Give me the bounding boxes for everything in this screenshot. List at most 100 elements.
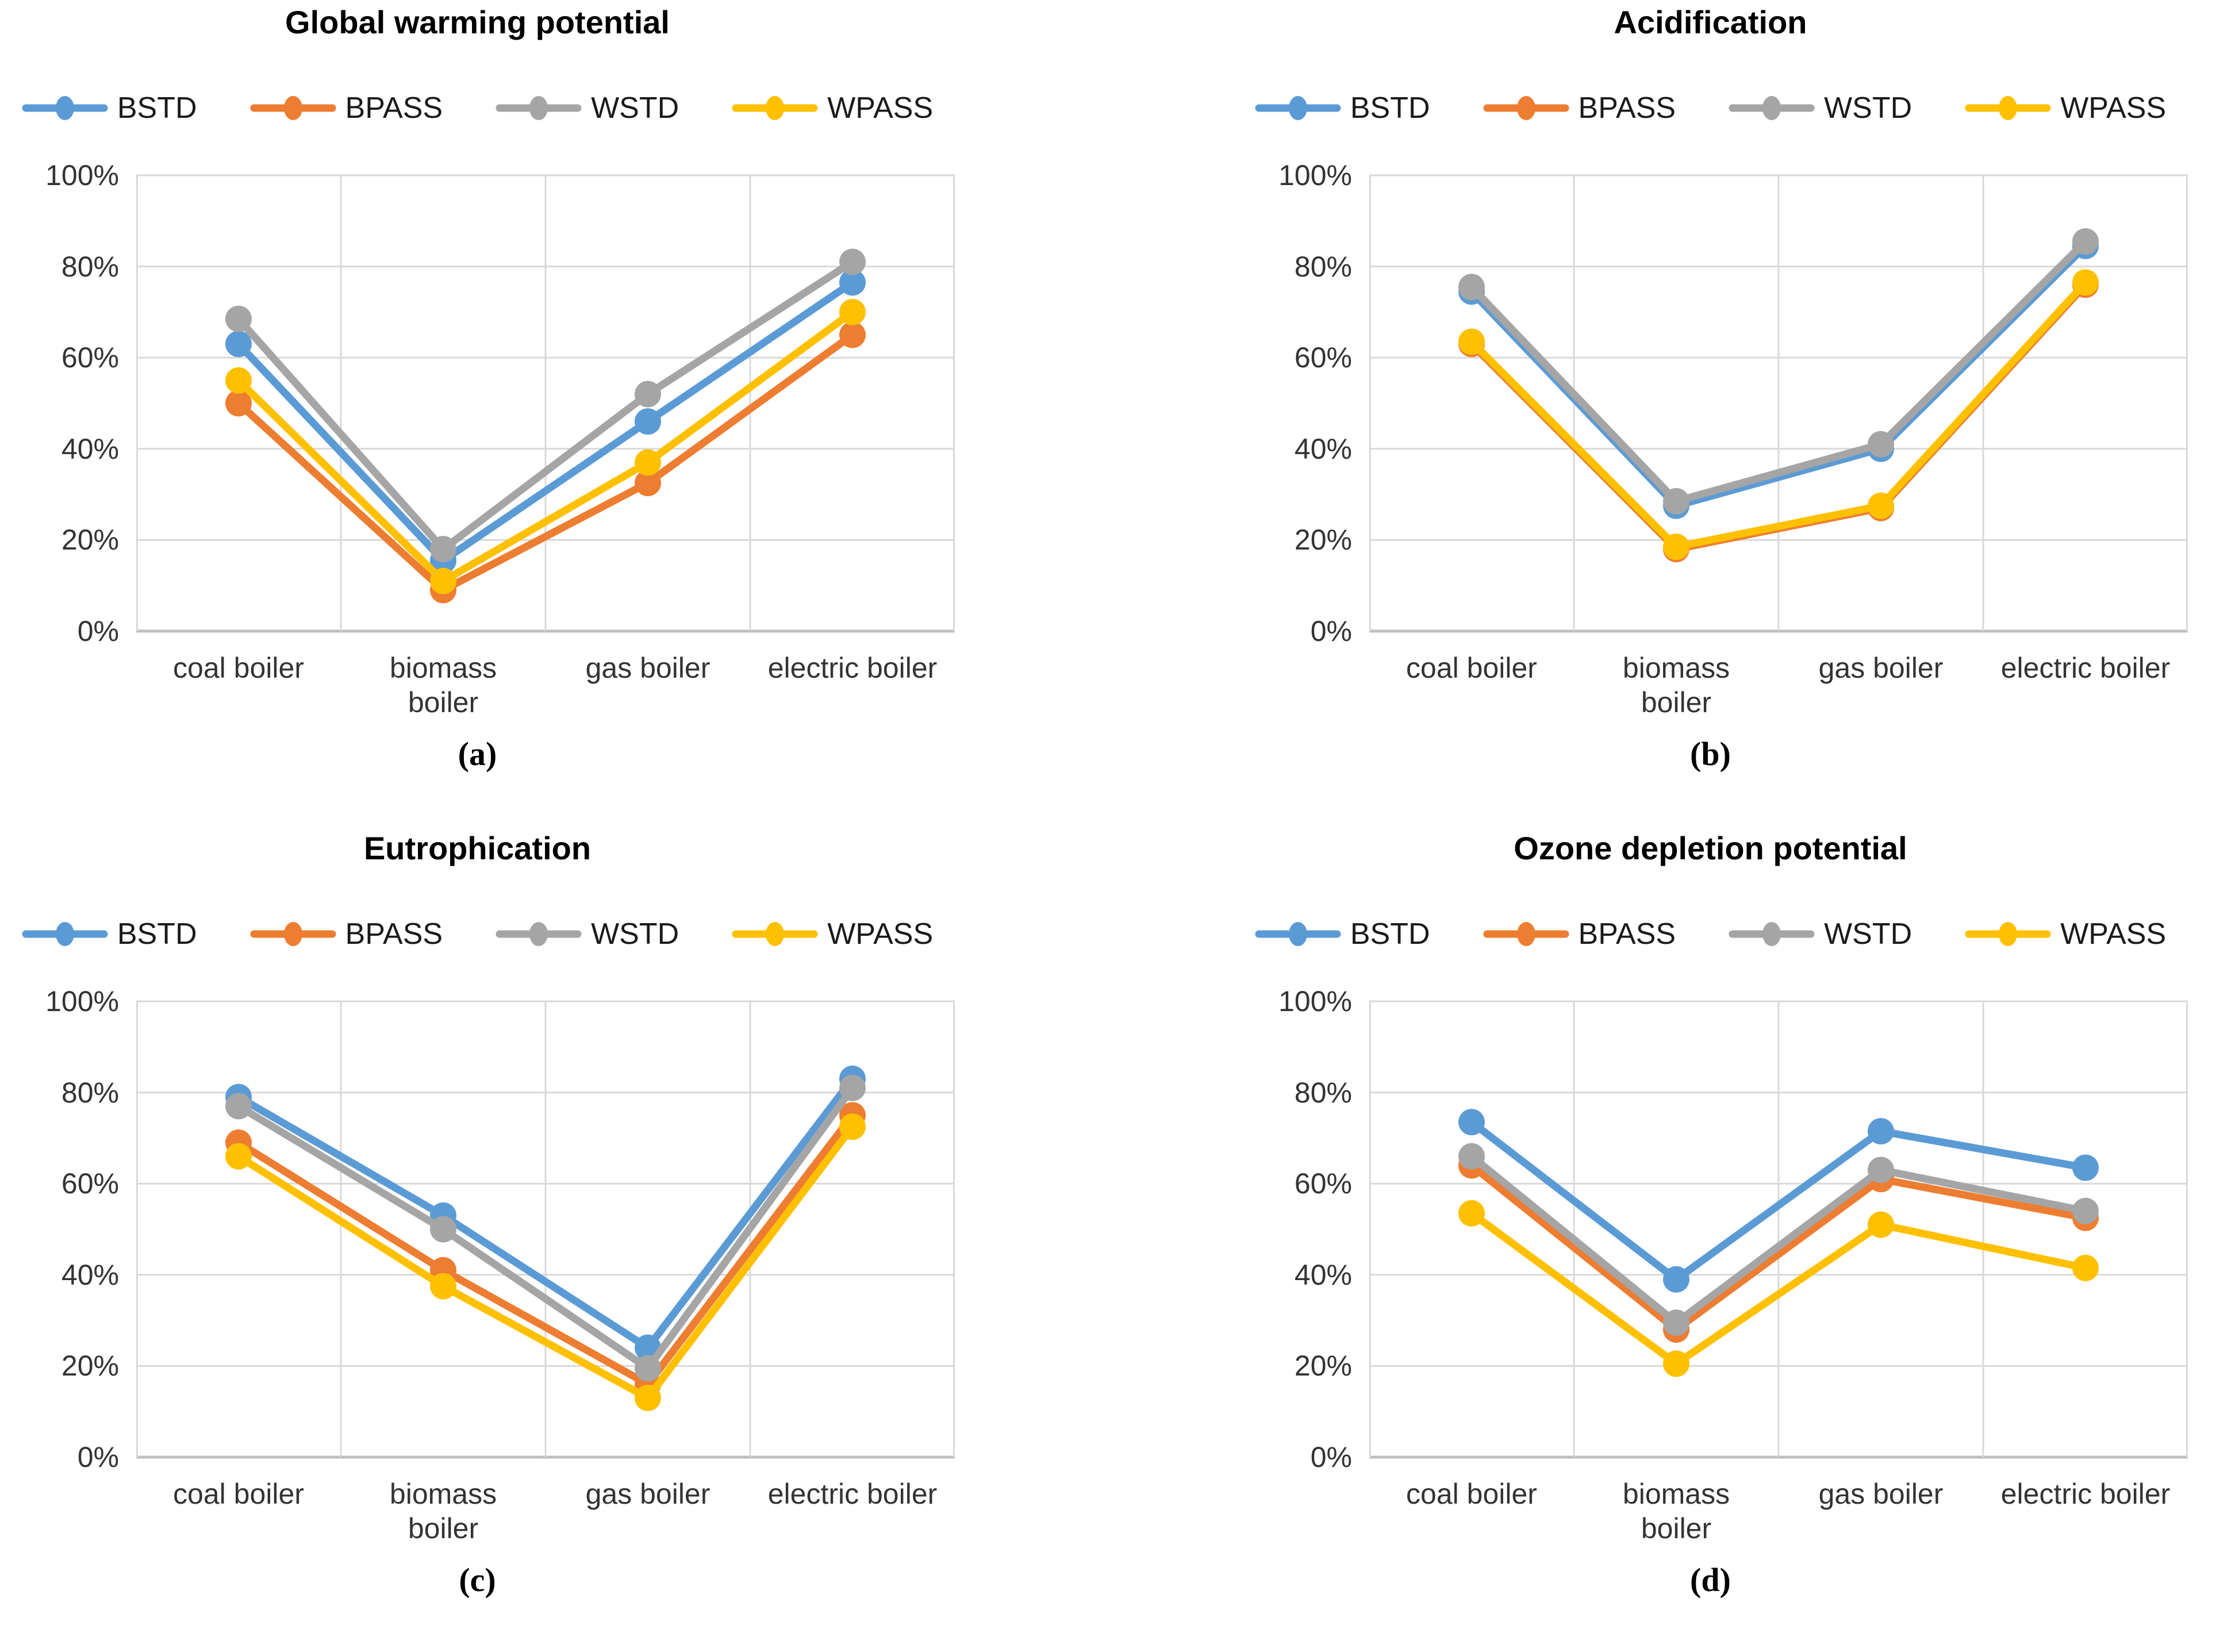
data-point-marker-wpass (430, 567, 456, 594)
legend-item-bpass: BPASS (1483, 85, 1676, 131)
y-axis-tick-label: 0% (77, 615, 119, 647)
data-point-marker-wpass (225, 367, 252, 394)
legend-line-marker-icon (1483, 96, 1569, 120)
legend-label: BPASS (1578, 917, 1676, 951)
series-line-wpass (235, 308, 857, 585)
x-axis-category-label-text: biomass boiler (389, 1478, 497, 1545)
series-line-wpass (235, 1123, 857, 1402)
legend-item-wstd: WSTD (1729, 911, 1912, 957)
x-axis-category-label: electric boiler (1983, 651, 2188, 685)
plot-area (1369, 174, 2188, 633)
y-axis-tick-label: 100% (45, 985, 119, 1017)
legend-line-marker-icon (22, 96, 108, 120)
y-axis-tick-label: 100% (1278, 985, 1352, 1017)
legend: BSTD BPASS WSTD WPASS (1233, 911, 2188, 957)
legend-item-wpass: WPASS (1965, 911, 2166, 957)
panel-caption: (a) (458, 735, 497, 773)
y-axis-tick-label: 40% (61, 432, 119, 465)
legend-line-marker-icon (1729, 96, 1815, 120)
x-axis-category-label-text: coal boiler (1406, 652, 1537, 684)
series-line-wpass (1468, 278, 2090, 551)
legend-item-bstd: BSTD (1255, 85, 1430, 131)
x-axis-category-label-text: biomass boiler (1622, 652, 1730, 719)
data-point-marker-wstd (1458, 274, 1485, 301)
legend-label: BPASS (345, 917, 443, 951)
data-point-marker-wstd (1663, 1309, 1689, 1336)
x-axis-category-label-text: gas boiler (585, 1478, 710, 1510)
y-axis-tick-label: 80% (1294, 1076, 1352, 1109)
plot-svg (1369, 1000, 2188, 1459)
legend-item-bpass: BPASS (1483, 911, 1676, 957)
data-point-marker-wpass (225, 1143, 252, 1170)
data-point-marker-wpass (1663, 1350, 1689, 1377)
legend-line-marker-icon (22, 922, 108, 946)
legend-item-wpass: WPASS (732, 911, 933, 957)
legend-label: WPASS (827, 917, 934, 951)
plot-area (1369, 1000, 2188, 1459)
plot-svg (1369, 174, 2188, 633)
legend-label: BSTD (117, 917, 197, 951)
data-point-marker-bstd (225, 331, 252, 358)
data-point-marker-wstd (430, 1216, 456, 1243)
series-line-bstd (235, 1075, 857, 1352)
y-axis-tick-label: 60% (1294, 341, 1352, 374)
legend-label: WPASS (827, 91, 934, 125)
legend-label: WSTD (591, 917, 679, 951)
legend-label: BPASS (1578, 91, 1676, 125)
y-axis-tick-label: 40% (61, 1258, 119, 1291)
y-axis-tick-label: 80% (1294, 250, 1352, 283)
legend-line-marker-icon (732, 922, 818, 946)
panel-caption: (c) (459, 1561, 496, 1599)
chart-panel-ozone-depletion-potential: Ozone depletion potential BSTD BPASS WSTD W… (1108, 826, 2216, 1652)
x-axis-category-label: electric boiler (750, 1477, 955, 1511)
series-line-bstd (1468, 1118, 2090, 1284)
series-line-wstd (235, 1084, 857, 1372)
x-axis-category-label: electric boiler (750, 651, 955, 685)
legend-item-bpass: BPASS (250, 911, 443, 957)
y-axis-tick-label: 20% (61, 1350, 119, 1382)
data-point-marker-wstd (225, 1093, 252, 1120)
legend-label: WSTD (1824, 91, 1912, 125)
legend-line-marker-icon (1483, 922, 1569, 946)
data-point-marker-wpass (635, 1384, 661, 1411)
series-line-wpass (1468, 1209, 2090, 1367)
legend-item-wstd: WSTD (496, 85, 679, 131)
data-point-marker-wstd (635, 1355, 661, 1382)
legend-label: BPASS (345, 91, 443, 125)
data-point-marker-wpass (839, 298, 866, 325)
legend-item-wpass: WPASS (1965, 85, 2166, 131)
legend-item-bpass: BPASS (250, 85, 443, 131)
legend-line-marker-icon (496, 922, 582, 946)
x-axis-category-label-text: biomass boiler (1622, 1478, 1730, 1545)
x-axis-category-label: coal boiler (136, 1477, 341, 1511)
legend-label: BSTD (117, 91, 197, 125)
legend: BSTD BPASS WSTD WPASS (0, 85, 955, 131)
plot-svg (136, 1000, 955, 1459)
data-point-marker-wstd (1663, 487, 1689, 514)
x-axis-category-label-text: electric boiler (2000, 652, 2171, 684)
legend: BSTD BPASS WSTD WPASS (1233, 85, 2188, 131)
x-axis-category-label-text: electric boiler (2000, 1478, 2171, 1510)
legend-line-marker-icon (1965, 96, 2051, 120)
x-axis-category-label: biomass boiler (341, 651, 546, 720)
legend-item-bstd: BSTD (22, 85, 197, 131)
x-axis-category-label: biomass boiler (341, 1477, 546, 1546)
data-point-marker-bpass (225, 390, 252, 417)
x-axis-category-label: coal boiler (1369, 651, 1574, 685)
legend-item-bstd: BSTD (1255, 911, 1430, 957)
chart-box-b: Acidification BSTD BPASS WSTD WPASS (b) 100… (1233, 0, 2188, 826)
chart-box-a: Global warming potential BSTD BPASS WSTD WP… (0, 0, 955, 826)
legend-line-marker-icon (250, 96, 336, 120)
y-axis-tick-label: 0% (1310, 1441, 1352, 1473)
legend-label: WSTD (1824, 917, 1912, 951)
panel-caption: (d) (1690, 1561, 1731, 1599)
chart-title: Global warming potential (285, 4, 670, 40)
legend-label: BSTD (1350, 91, 1430, 125)
data-point-marker-wpass (1663, 533, 1689, 560)
y-axis-tick-label: 40% (1294, 1258, 1352, 1291)
x-axis-category-label-text: coal boiler (173, 652, 304, 684)
chart-box-d: Ozone depletion potential BSTD BPASS WSTD W… (1233, 826, 2188, 1652)
data-point-marker-wpass (839, 1113, 866, 1140)
data-point-marker-wstd (635, 381, 661, 408)
y-axis-tick-label: 20% (1294, 524, 1352, 556)
